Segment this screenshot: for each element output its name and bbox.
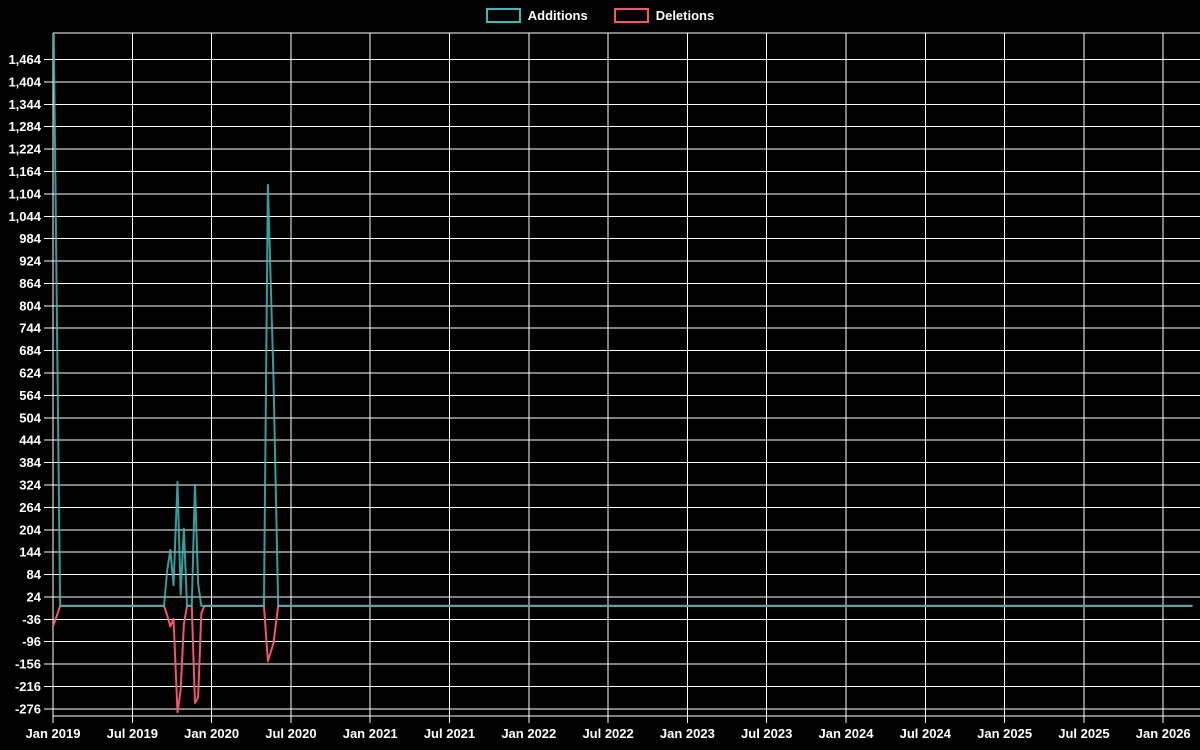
y-tick-label: 1,224 <box>8 142 41 157</box>
y-tick-label: 624 <box>19 366 41 381</box>
y-tick-label: 144 <box>19 545 41 560</box>
additions-swatch-icon <box>485 8 521 23</box>
y-tick-label: 1,104 <box>8 186 41 201</box>
y-tick-label: 1,044 <box>8 209 41 224</box>
deletions-swatch-icon <box>613 8 649 23</box>
y-tick-label: 564 <box>19 388 41 403</box>
x-tick-label: Jan 2022 <box>501 726 556 741</box>
y-tick-label: 804 <box>19 298 41 313</box>
legend-label-deletions: Deletions <box>655 8 715 23</box>
y-tick-label: -156 <box>15 657 41 672</box>
legend-item-deletions[interactable]: Deletions <box>613 8 715 23</box>
y-tick-label: 684 <box>19 343 41 358</box>
y-tick-label: 24 <box>27 589 42 604</box>
deletions-line <box>52 604 1193 714</box>
y-tick-label: 384 <box>19 455 41 470</box>
legend-label-additions: Additions <box>527 8 588 23</box>
y-tick-label: -216 <box>15 679 41 694</box>
legend-item-additions[interactable]: Additions <box>485 8 588 23</box>
y-tick-label: 1,464 <box>8 52 41 67</box>
x-tick-label: Jul 2021 <box>424 726 475 741</box>
y-tick-label: 1,164 <box>8 164 41 179</box>
x-tick-label: Jan 2026 <box>1136 726 1191 741</box>
y-tick-label: -36 <box>22 612 41 627</box>
x-tick-label: Jan 2020 <box>184 726 239 741</box>
y-tick-label: 864 <box>19 276 41 291</box>
y-tick-label: -96 <box>22 634 41 649</box>
x-tick-label: Jan 2024 <box>819 726 875 741</box>
x-tick-label: Jan 2023 <box>660 726 715 741</box>
y-tick-label: 444 <box>19 433 41 448</box>
y-tick-label: -276 <box>15 701 41 716</box>
x-tick-label: Jul 2022 <box>582 726 633 741</box>
y-tick-label: 1,404 <box>8 74 41 89</box>
y-tick-label: 504 <box>19 410 41 425</box>
y-tick-label: 1,284 <box>8 119 41 134</box>
x-tick-label: Jul 2020 <box>265 726 316 741</box>
y-tick-label: 744 <box>19 321 41 336</box>
y-tick-label: 84 <box>27 567 42 582</box>
y-tick-label: 204 <box>19 522 41 537</box>
y-tick-label: 924 <box>19 254 41 269</box>
legend: Additions Deletions <box>0 8 1200 23</box>
x-tick-label: Jul 2023 <box>741 726 792 741</box>
additions-line <box>52 33 1193 607</box>
x-tick-label: Jul 2025 <box>1058 726 1109 741</box>
x-tick-label: Jul 2019 <box>107 726 158 741</box>
x-tick-label: Jan 2019 <box>26 726 81 741</box>
x-tick-label: Jan 2021 <box>343 726 398 741</box>
y-tick-label: 1,344 <box>8 97 41 112</box>
y-tick-label: 264 <box>19 500 41 515</box>
y-tick-label: 984 <box>19 231 41 246</box>
x-tick-label: Jan 2025 <box>977 726 1032 741</box>
x-tick-label: Jul 2024 <box>900 726 952 741</box>
y-tick-label: 324 <box>19 477 41 492</box>
